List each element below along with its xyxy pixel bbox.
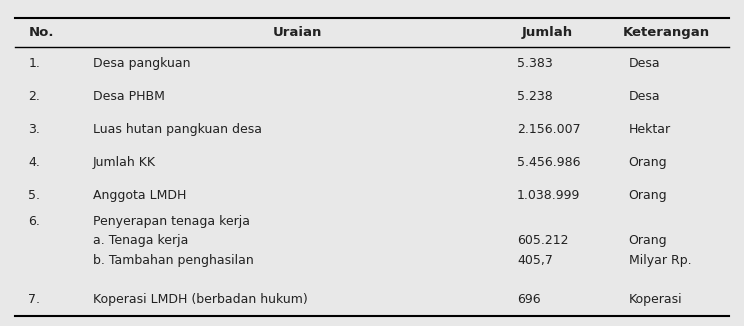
Text: 3.: 3. [28,123,40,136]
Text: Orang: Orang [629,234,667,247]
Text: 6.: 6. [28,215,40,228]
Text: 5.383: 5.383 [517,57,553,70]
Text: a. Tenaga kerja: a. Tenaga kerja [93,234,188,247]
Text: No.: No. [28,26,54,39]
Text: 4.: 4. [28,156,40,169]
Text: 1.: 1. [28,57,40,70]
Text: Desa PHBM: Desa PHBM [93,90,165,103]
Text: 1.038.999: 1.038.999 [517,188,580,201]
Text: 2.156.007: 2.156.007 [517,123,581,136]
Text: Desa: Desa [629,57,661,70]
Text: Koperasi LMDH (berbadan hukum): Koperasi LMDH (berbadan hukum) [93,293,308,306]
Text: Penyerapan tenaga kerja: Penyerapan tenaga kerja [93,215,250,228]
Text: Jumlah KK: Jumlah KK [93,156,156,169]
Text: Anggota LMDH: Anggota LMDH [93,188,187,201]
Text: 5.: 5. [28,188,40,201]
Text: Keterangan: Keterangan [622,26,710,39]
Text: Orang: Orang [629,188,667,201]
Text: Luas hutan pangkuan desa: Luas hutan pangkuan desa [93,123,262,136]
Text: 2.: 2. [28,90,40,103]
Text: 5.238: 5.238 [517,90,553,103]
Text: Uraian: Uraian [273,26,322,39]
Text: Desa pangkuan: Desa pangkuan [93,57,190,70]
Text: Hektar: Hektar [629,123,671,136]
Text: 5.456.986: 5.456.986 [517,156,580,169]
Text: Orang: Orang [629,156,667,169]
Text: 696: 696 [517,293,541,306]
Text: Jumlah: Jumlah [522,26,572,39]
Text: Milyar Rp.: Milyar Rp. [629,254,691,267]
Text: 405,7: 405,7 [517,254,553,267]
Text: 7.: 7. [28,293,40,306]
Text: Koperasi: Koperasi [629,293,682,306]
Text: 605.212: 605.212 [517,234,568,247]
Text: b. Tambahan penghasilan: b. Tambahan penghasilan [93,254,254,267]
Text: Desa: Desa [629,90,661,103]
